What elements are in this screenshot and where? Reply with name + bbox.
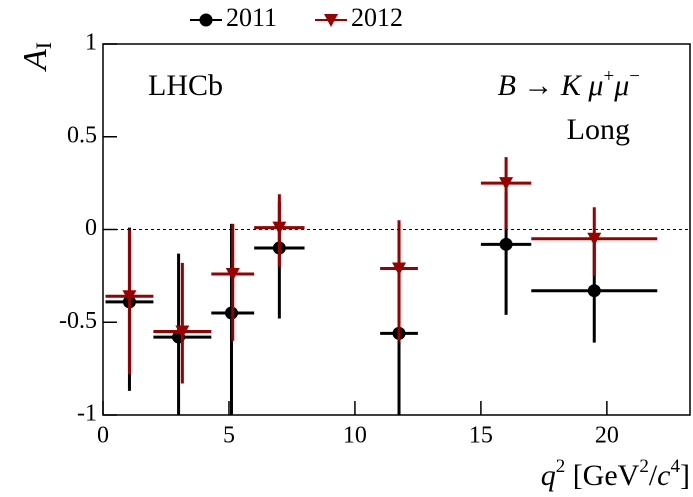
y-tick-label: 1 bbox=[85, 30, 97, 56]
x-label-part: 4 bbox=[671, 456, 681, 477]
marker bbox=[392, 262, 407, 276]
category-label: Long bbox=[567, 113, 630, 146]
y-tick-label: 0 bbox=[85, 215, 97, 241]
plot-area bbox=[105, 157, 658, 415]
marker bbox=[499, 177, 514, 191]
legend-label: 2011 bbox=[226, 3, 277, 32]
legend-marker bbox=[324, 14, 338, 27]
legend-marker bbox=[199, 13, 213, 27]
experiment-label: LHCb bbox=[148, 69, 223, 102]
y-tick-label: -1 bbox=[77, 401, 97, 427]
x-axis-label: q2 [GeV2/c4] bbox=[541, 456, 690, 492]
x-label-part: 2 bbox=[556, 456, 566, 477]
x-tick-label: 10 bbox=[343, 423, 367, 449]
decay-part: − bbox=[629, 66, 640, 87]
decay-part: + bbox=[604, 66, 615, 87]
x-label-part: c bbox=[657, 459, 670, 492]
marker bbox=[122, 290, 137, 304]
decay-part: B → K μ bbox=[498, 69, 604, 102]
legend-label: 2012 bbox=[351, 3, 403, 32]
x-tick-label: 5 bbox=[223, 423, 235, 449]
x-tick-label: 15 bbox=[469, 423, 493, 449]
decay-label: B → K μ+μ− bbox=[498, 66, 640, 102]
marker bbox=[272, 221, 287, 235]
y-tick-label: -0.5 bbox=[59, 308, 97, 334]
marker bbox=[499, 237, 513, 251]
x-tick-label: 0 bbox=[97, 423, 109, 449]
x-tick-label: 20 bbox=[595, 423, 619, 449]
decay-part: μ bbox=[613, 69, 629, 102]
y-label-main: A bbox=[17, 49, 54, 72]
x-label-part: 2 bbox=[639, 456, 649, 477]
marker bbox=[587, 232, 602, 246]
x-label-part: [GeV bbox=[565, 459, 639, 492]
y-tick-label: 0.5 bbox=[67, 122, 97, 148]
y-label-sub: I bbox=[31, 42, 56, 49]
y-axis-label: AI bbox=[17, 42, 56, 72]
x-label-part: q bbox=[541, 459, 556, 492]
x-label-part: ] bbox=[680, 459, 690, 492]
marker bbox=[587, 284, 601, 298]
marker bbox=[225, 268, 240, 282]
x-label-part: / bbox=[649, 459, 658, 492]
marker bbox=[175, 325, 190, 339]
